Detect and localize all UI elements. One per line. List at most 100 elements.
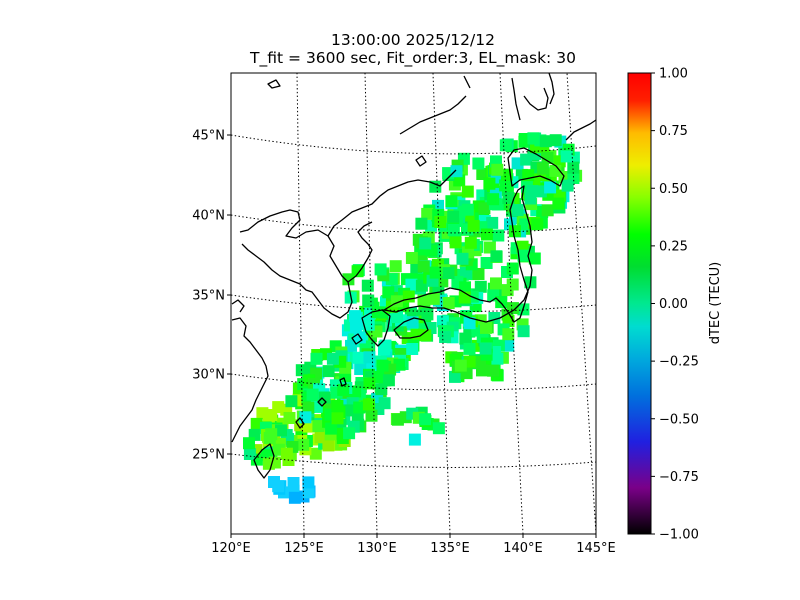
dtec-cell bbox=[391, 311, 403, 324]
dtec-cell bbox=[429, 266, 442, 279]
dtec-cell bbox=[492, 229, 505, 242]
dtec-cell bbox=[362, 294, 375, 307]
dtec-cell bbox=[536, 162, 549, 175]
dtec-cell bbox=[534, 185, 547, 198]
dtec-cell bbox=[454, 359, 467, 372]
dtec-cell bbox=[480, 257, 493, 269]
dtec-cell bbox=[408, 433, 421, 446]
dtec-cell bbox=[373, 371, 386, 383]
dtec-cell bbox=[343, 427, 356, 440]
dtec-cell bbox=[480, 321, 492, 334]
map-title-time: 13:00:00 2025/12/12 bbox=[331, 31, 495, 49]
dtec-cell bbox=[419, 237, 432, 250]
dtec-cell bbox=[405, 252, 418, 264]
dtec-cell bbox=[309, 447, 322, 460]
dtec-cell bbox=[382, 374, 395, 387]
dtec-cell bbox=[511, 204, 524, 216]
dtec-cell bbox=[459, 281, 471, 294]
colorbar-tick-label: −0.75 bbox=[659, 470, 699, 485]
dtec-cell bbox=[490, 250, 503, 263]
dtec-cell bbox=[502, 328, 515, 341]
dtec-cell bbox=[285, 395, 298, 408]
lat-tick-label: 25°N bbox=[192, 448, 225, 463]
colorbar-ticks: 1.00 0.75 0.50 0.25 0.00 −0.25 −0.50 −0.75 −1.00 bbox=[651, 67, 699, 543]
dtec-cell bbox=[310, 352, 323, 365]
dtec-cell bbox=[361, 279, 374, 292]
dtec-cell bbox=[552, 197, 565, 210]
dtec-cell bbox=[432, 422, 445, 435]
dtec-cell bbox=[376, 359, 389, 372]
dtec-cell bbox=[351, 265, 364, 278]
dtec-cell bbox=[243, 448, 256, 460]
dtec-cell bbox=[531, 218, 544, 231]
dtec-cell bbox=[560, 150, 573, 163]
dtec-cell bbox=[478, 202, 491, 215]
dtec-cell bbox=[318, 391, 331, 404]
dtec-cell bbox=[486, 216, 499, 229]
dtec-cell bbox=[265, 428, 278, 441]
dtec-cell bbox=[508, 225, 521, 238]
lon-tick-label: 145°E bbox=[576, 541, 616, 556]
dtec-cell bbox=[337, 383, 350, 396]
dtec-cell bbox=[306, 388, 319, 401]
colorbar-label: dTEC (TECU) bbox=[708, 262, 723, 345]
dtec-cell bbox=[299, 411, 312, 424]
graticule bbox=[231, 73, 596, 534]
dtec-cell bbox=[450, 165, 463, 178]
dtec-cell bbox=[389, 260, 402, 273]
colorbar-tick-label: 0.00 bbox=[659, 297, 688, 312]
dtec-cell bbox=[495, 296, 508, 309]
dtec-cell bbox=[480, 228, 493, 241]
lat-tick-label: 45°N bbox=[192, 129, 225, 144]
dtec-cell bbox=[250, 417, 263, 430]
dtec-cell bbox=[297, 438, 310, 451]
dtec-cell bbox=[419, 413, 432, 426]
dtec-cell bbox=[539, 135, 552, 148]
colorbar-tick-label: 0.75 bbox=[659, 124, 688, 139]
map-title-parameters: T_fit = 3600 sec, Fit_order:3, EL_mask: … bbox=[250, 49, 576, 67]
dtec-cell bbox=[283, 412, 296, 424]
dtec-cell bbox=[527, 132, 540, 145]
dtec-cell bbox=[391, 413, 404, 426]
dtec-cell bbox=[476, 168, 489, 180]
latitude-axis: 25°N 30°N 35°N 40°N 45°N bbox=[192, 129, 231, 463]
dtec-cell bbox=[439, 331, 452, 343]
lat-tick-label: 35°N bbox=[192, 289, 225, 304]
colorbar-tick-label: 0.50 bbox=[659, 182, 688, 197]
dtec-cell bbox=[302, 401, 315, 414]
dtec-cell bbox=[463, 342, 476, 355]
dtec-cell bbox=[453, 174, 466, 187]
colorbar-tick-label: −0.25 bbox=[659, 355, 699, 370]
lon-tick-label: 130°E bbox=[357, 541, 397, 556]
dtec-cell bbox=[456, 252, 469, 265]
dtec-cell bbox=[502, 339, 515, 352]
dtec-cell bbox=[406, 343, 419, 355]
dtec-cell bbox=[434, 216, 447, 228]
lon-tick-label: 125°E bbox=[284, 541, 324, 556]
dtec-cell bbox=[541, 152, 554, 164]
dtec-cell bbox=[415, 217, 428, 230]
dtec-cell bbox=[288, 491, 301, 504]
colorbar-tick-label: 1.00 bbox=[659, 67, 688, 82]
dtec-cell bbox=[314, 431, 327, 444]
dtec-cell bbox=[467, 219, 480, 232]
dtec-cell bbox=[302, 486, 315, 499]
dtec-cell bbox=[272, 480, 285, 493]
dtec-cell bbox=[421, 207, 434, 220]
dtec-cell bbox=[342, 273, 355, 286]
dtec-cell bbox=[487, 364, 500, 377]
dtec-cell bbox=[326, 352, 339, 365]
dtec-cell bbox=[476, 364, 488, 377]
colorbar-tick-label: 0.25 bbox=[659, 239, 688, 254]
dtec-cell bbox=[312, 420, 325, 433]
dtec-cell bbox=[243, 437, 255, 450]
dtec-cell bbox=[517, 325, 530, 338]
dtec-cell bbox=[567, 161, 580, 174]
dtec-cell bbox=[322, 365, 335, 378]
dtec-cell bbox=[421, 308, 434, 321]
dtec-cell bbox=[445, 195, 458, 208]
dtec-cell bbox=[365, 409, 378, 422]
dtec-cell bbox=[511, 157, 524, 170]
dtec-cell bbox=[528, 252, 541, 265]
